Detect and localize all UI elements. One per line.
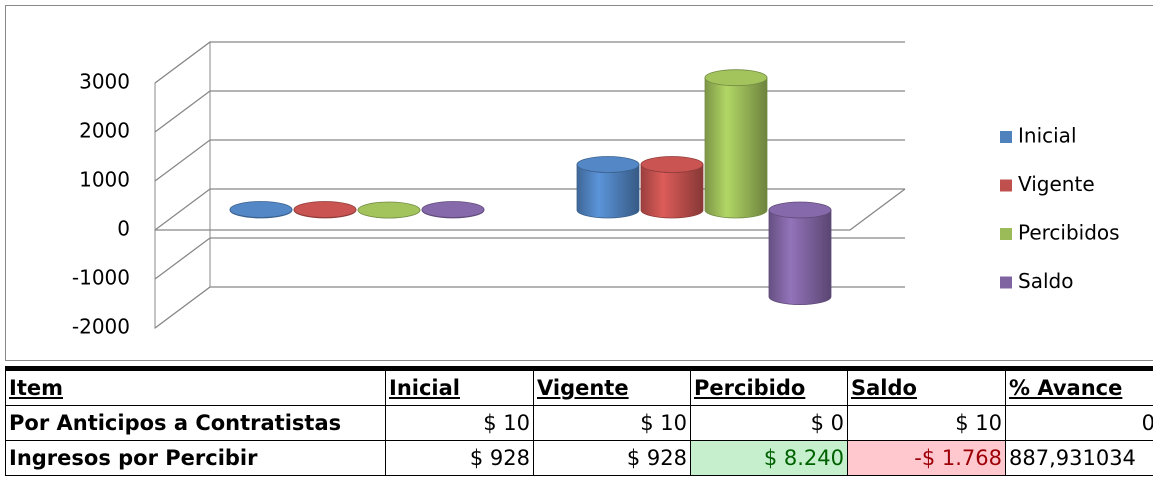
data-table: Item Inicial Vigente Percibido Saldo % A… <box>5 366 1153 476</box>
legend-label: Inicial <box>1018 124 1077 148</box>
header-row: Item Inicial Vigente Percibido Saldo % A… <box>5 368 1153 406</box>
y-tick-label: 1000 <box>79 168 130 192</box>
back-wall <box>154 41 211 329</box>
legend-label: Saldo <box>1018 269 1073 293</box>
legend-label: Vigente <box>1018 172 1095 196</box>
grid-line <box>154 139 905 182</box>
cell: $ 928 <box>533 440 691 476</box>
y-tick-label: 3000 <box>79 70 130 94</box>
y-tick-label: 2000 <box>79 119 130 143</box>
legend-swatch <box>1000 228 1012 240</box>
header-cell: Saldo <box>847 368 1006 406</box>
bar <box>768 209 832 306</box>
grid-line <box>154 286 905 329</box>
legend-swatch <box>1000 131 1012 143</box>
chart-frame <box>5 5 1153 361</box>
bar-top <box>704 69 768 87</box>
cell: $ 10 <box>533 405 691 441</box>
header-cell: Percibido <box>690 368 848 406</box>
bar-top <box>768 201 832 219</box>
bar <box>640 164 704 219</box>
row-label: Ingresos por Percibir <box>5 440 386 476</box>
bar <box>576 164 640 219</box>
legend-swatch <box>1000 276 1012 289</box>
grid-line <box>154 90 905 133</box>
y-tick-label: -2000 <box>72 315 130 339</box>
bar-top <box>640 156 704 173</box>
cell: $ 928 <box>385 440 534 476</box>
y-tick-label: -1000 <box>72 266 130 290</box>
bar-top <box>229 201 293 218</box>
floor <box>155 188 906 231</box>
header-cell: Vigente <box>533 368 691 406</box>
header-cell: Inicial <box>385 368 534 406</box>
grid-line <box>154 41 905 84</box>
cell: -$ 1.768 <box>847 440 1006 476</box>
cell: $ 10 <box>847 405 1006 441</box>
y-tick-label: 0 <box>117 217 130 241</box>
cell: $ 0 <box>690 405 848 441</box>
row-label: Por Anticipos a Contratistas <box>5 405 386 441</box>
legend-swatch <box>1000 179 1012 192</box>
row: Por Anticipos a Contratistas $ 10 $ 10 $… <box>5 405 1153 441</box>
bar-top <box>357 201 421 219</box>
bar <box>704 77 768 219</box>
header-cell: % Avance <box>1005 368 1153 406</box>
cell: 0 <box>1005 405 1153 441</box>
bar-top <box>421 201 485 218</box>
cell: $ 8.240 <box>690 440 848 476</box>
grid-line <box>154 237 905 280</box>
header-cell: Item <box>5 368 386 406</box>
legend-label: Percibidos <box>1018 221 1120 245</box>
cell: 887,931034 <box>1005 440 1153 476</box>
bar-top <box>293 201 357 218</box>
bar-top <box>576 156 640 173</box>
cell: $ 10 <box>385 405 534 441</box>
chart: -2000 -1000 0 1000 2000 3000 Inicial Vigente Per… <box>5 5 1153 361</box>
row: Ingresos por Percibir $ 928 $ 928 $ 8.24… <box>5 440 1153 476</box>
